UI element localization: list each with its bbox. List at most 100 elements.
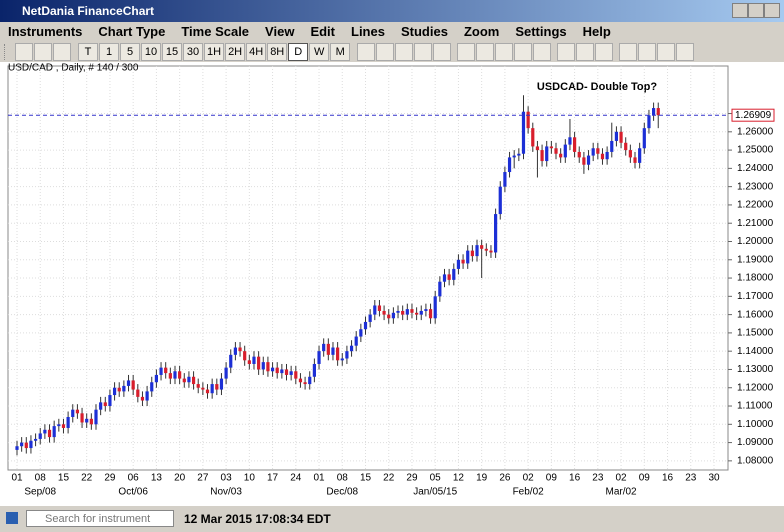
tool-button[interactable] — [619, 43, 638, 61]
close-button[interactable] — [764, 3, 780, 18]
tool-button[interactable] — [476, 43, 495, 61]
period-label: Nov/03 — [210, 487, 242, 498]
candle-body — [377, 305, 382, 311]
x-tick-label: 06 — [128, 473, 140, 484]
menu-item[interactable]: Settings — [515, 24, 567, 39]
timeframe-button[interactable]: D — [288, 43, 309, 61]
tool-button[interactable] — [514, 43, 533, 61]
candle-body — [168, 373, 172, 379]
menu-item[interactable]: Help — [582, 24, 611, 39]
candle-body — [373, 305, 377, 315]
tool-button[interactable] — [357, 43, 376, 61]
candle-body — [20, 442, 24, 447]
x-tick-label: 16 — [569, 473, 581, 484]
y-tick-label: 1.11000 — [737, 401, 773, 412]
candle-body — [577, 151, 581, 158]
candle-body — [322, 343, 326, 352]
candle-body — [494, 214, 498, 253]
timeframe-button[interactable]: 4H — [246, 43, 267, 61]
candle-body — [178, 371, 182, 379]
x-tick-label: 13 — [151, 473, 163, 484]
timeframe-button[interactable]: 1H — [204, 43, 225, 61]
candle-body — [154, 374, 158, 383]
timeframe-button[interactable]: M — [330, 43, 351, 61]
y-tick-label: 1.23000 — [737, 181, 774, 192]
candle-body — [159, 367, 163, 375]
plot-frame — [7, 65, 729, 471]
candle-body — [191, 376, 196, 385]
candle-body — [586, 155, 591, 165]
candle-body — [71, 409, 75, 417]
candle-body — [280, 369, 284, 374]
candle-body — [624, 142, 628, 151]
menu-item[interactable]: Chart Type — [98, 24, 166, 39]
tool-button[interactable] — [495, 43, 514, 61]
chart-type-button[interactable] — [53, 43, 71, 61]
candle-body — [563, 144, 567, 158]
search-input[interactable]: Search for instrument — [26, 510, 174, 527]
tool-button[interactable] — [676, 43, 695, 61]
candle-body — [261, 362, 265, 370]
candle-body — [331, 347, 335, 355]
tool-button[interactable] — [533, 43, 552, 61]
candle-body — [201, 387, 205, 390]
timeframe-button[interactable]: 8H — [267, 43, 288, 61]
chart-type-button[interactable] — [34, 43, 52, 61]
candle-body — [94, 409, 98, 425]
candle-body — [136, 389, 140, 397]
period-label: Feb/02 — [513, 487, 545, 498]
candle-body — [456, 259, 461, 269]
period-label: Dec/08 — [326, 487, 358, 498]
candle-body — [614, 131, 619, 141]
menu-item[interactable]: Time Scale — [181, 24, 250, 39]
timeframe-button[interactable]: 10 — [141, 43, 161, 61]
y-tick-label: 1.19000 — [737, 254, 774, 265]
candle-body — [317, 351, 321, 364]
candle-body — [401, 310, 405, 315]
tool-button[interactable] — [657, 43, 676, 61]
menu-item[interactable]: View — [265, 24, 295, 39]
candle-body — [38, 433, 42, 439]
candle-body — [312, 363, 316, 377]
tool-button[interactable] — [376, 43, 395, 61]
candle-body — [531, 128, 535, 147]
menu-item[interactable]: Zoom — [463, 24, 500, 39]
tool-button[interactable] — [557, 43, 576, 61]
candle-body — [308, 376, 312, 385]
chart-type-button[interactable] — [15, 43, 33, 61]
candle-body — [243, 351, 247, 361]
minimize-button[interactable] — [732, 3, 748, 18]
tool-button[interactable] — [595, 43, 614, 61]
candle-body — [196, 384, 200, 388]
candle-body — [452, 268, 456, 280]
x-tick-label: 01 — [11, 473, 23, 484]
timeframe-button[interactable]: 5 — [120, 43, 140, 61]
tool-button[interactable] — [395, 43, 414, 61]
maximize-button[interactable] — [748, 3, 764, 18]
candle-body — [656, 108, 660, 116]
menu-item[interactable]: Instruments — [8, 24, 83, 39]
menu-item[interactable]: Edit — [310, 24, 335, 39]
tool-button[interactable] — [638, 43, 657, 61]
timeframe-button[interactable]: 30 — [183, 43, 203, 61]
timeframe-button[interactable]: 15 — [162, 43, 182, 61]
candle-body — [489, 250, 493, 253]
menu-item[interactable]: Studies — [400, 24, 448, 39]
y-tick-label: 1.22000 — [737, 200, 774, 211]
tool-button[interactable] — [433, 43, 452, 61]
candle-body — [610, 140, 614, 152]
candle-body — [210, 384, 214, 394]
tool-button[interactable] — [457, 43, 476, 61]
candle-body — [507, 157, 512, 173]
candle-body — [438, 281, 442, 297]
timeframe-button[interactable]: 2H — [225, 43, 246, 61]
tool-button[interactable] — [576, 43, 595, 61]
annotation: USDCAD- Double Top? — [537, 81, 657, 93]
timeframe-button[interactable]: T — [78, 43, 98, 61]
menu-bar: Instruments Chart Type Time Scale View Edit L… — [0, 22, 784, 42]
timeframe-button[interactable]: W — [309, 43, 330, 61]
tool-button[interactable] — [414, 43, 433, 61]
menu-item[interactable]: Lines — [351, 24, 385, 39]
timeframe-button[interactable]: 1 — [99, 43, 119, 61]
